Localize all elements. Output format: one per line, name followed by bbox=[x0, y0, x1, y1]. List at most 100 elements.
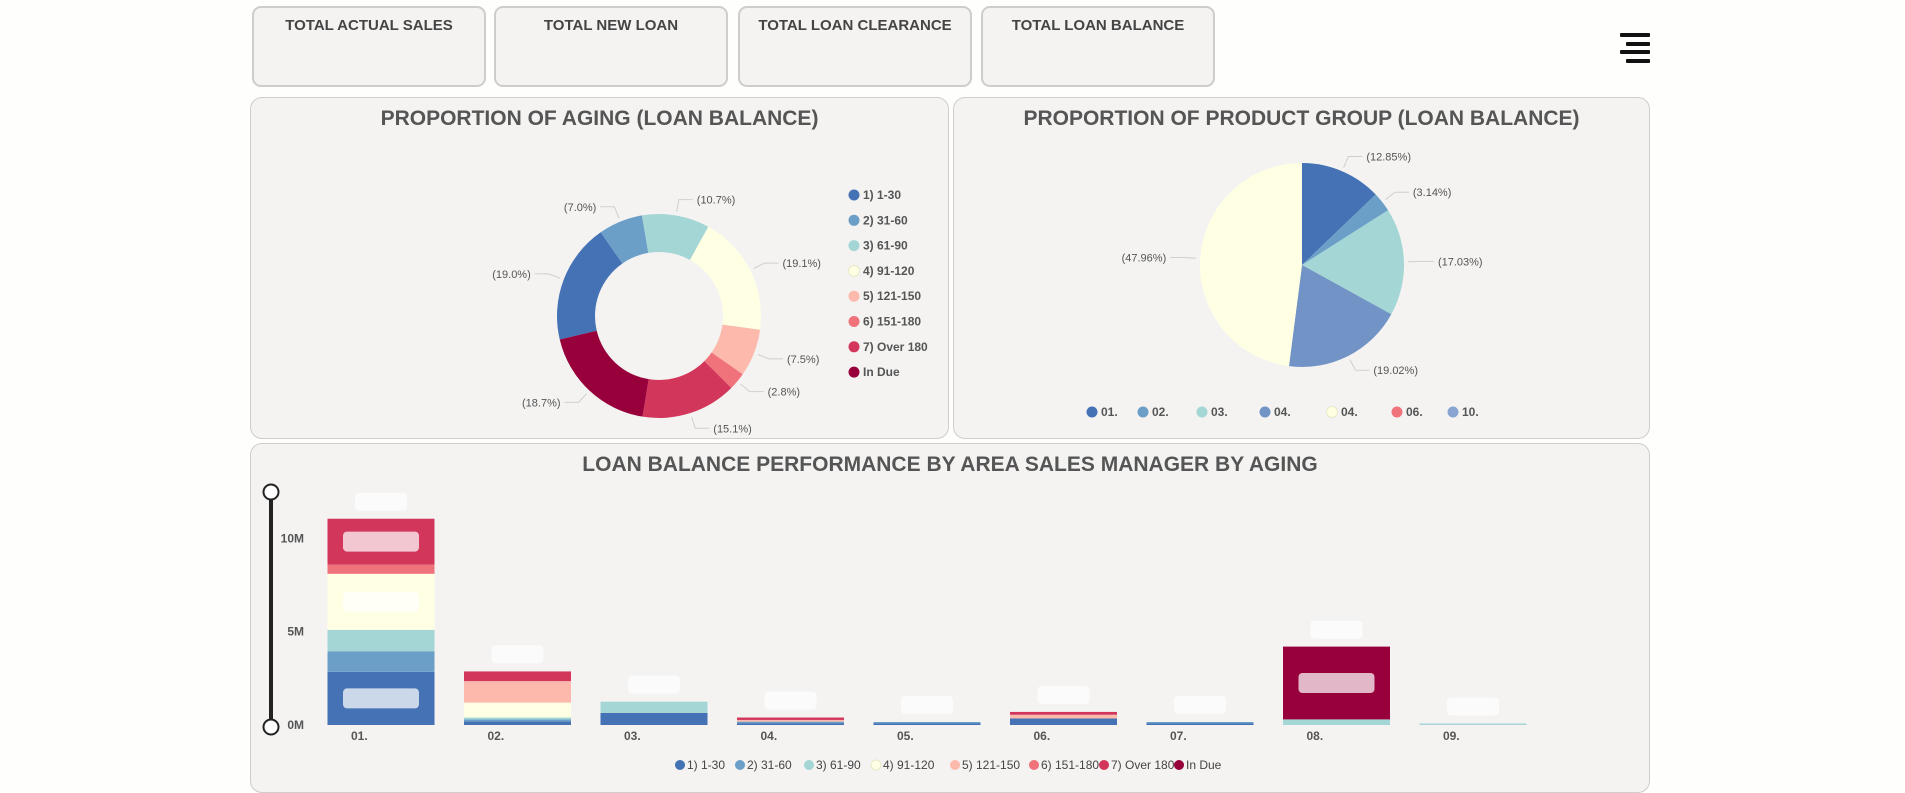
slice-in-due[interactable] bbox=[560, 331, 649, 417]
bar-segment-09-3-61-90[interactable] bbox=[1420, 724, 1527, 726]
legend-item-5-121-150[interactable]: 5) 121-150 bbox=[950, 758, 1020, 772]
menu-line bbox=[1620, 33, 1650, 37]
legend-item-06-5[interactable]: 06. bbox=[1392, 405, 1423, 419]
bar-segment-04-1-1-30[interactable] bbox=[737, 723, 844, 725]
total-label-box bbox=[1174, 696, 1226, 714]
legend-label: 01. bbox=[1101, 405, 1118, 419]
legend-item-1-1-30[interactable]: 1) 1-30 bbox=[849, 188, 902, 202]
leader-line bbox=[565, 394, 587, 403]
legend-label: 2) 31-60 bbox=[747, 758, 792, 772]
legend-label: 3) 61-90 bbox=[863, 239, 908, 253]
legend-swatch bbox=[950, 760, 960, 770]
slice-4-91-120[interactable] bbox=[690, 227, 761, 330]
total-label-box bbox=[355, 493, 407, 511]
legend-item-02-1[interactable]: 02. bbox=[1138, 405, 1169, 419]
legend-item-2-31-60[interactable]: 2) 31-60 bbox=[849, 213, 909, 227]
kpi-label: TOTAL LOAN BALANCE bbox=[983, 17, 1213, 34]
bar-segment-04-2-31-60[interactable] bbox=[737, 722, 844, 724]
data-label: (17.03%) bbox=[1438, 256, 1483, 268]
data-label: (7.0%) bbox=[564, 202, 596, 214]
range-slider-bottom-handle[interactable] bbox=[264, 720, 279, 735]
leader-line bbox=[754, 263, 779, 268]
legend-label: 04. bbox=[1274, 405, 1291, 419]
asm-aging-bar-panel: LOAN BALANCE PERFORMANCE BY AREA SALES M… bbox=[250, 443, 1650, 793]
bar-segment-06-7-over-180[interactable] bbox=[1010, 712, 1117, 715]
legend-label: 3) 61-90 bbox=[816, 758, 861, 772]
legend-item-4-91-120[interactable]: 4) 91-120 bbox=[849, 264, 915, 278]
legend-item-03-2[interactable]: 03. bbox=[1197, 405, 1228, 419]
legend-swatch bbox=[871, 760, 881, 770]
legend-item-04-4[interactable]: 04. bbox=[1327, 405, 1358, 419]
bar-segment-02-3-61-90[interactable] bbox=[464, 718, 571, 720]
legend-item-5-121-150[interactable]: 5) 121-150 bbox=[849, 289, 922, 303]
kpi-label: TOTAL ACTUAL SALES bbox=[254, 17, 484, 34]
legend-item-3-61-90[interactable]: 3) 61-90 bbox=[804, 758, 861, 772]
legend-item-01-0[interactable]: 01. bbox=[1087, 405, 1118, 419]
legend-label: 10. bbox=[1462, 405, 1479, 419]
bar-segment-02-7-over-180[interactable] bbox=[464, 671, 571, 681]
data-label: (3.14%) bbox=[1413, 187, 1452, 199]
bar-segment-05-2-31-60[interactable] bbox=[874, 722, 981, 724]
total-label-box bbox=[765, 692, 817, 710]
range-slider-top-handle[interactable] bbox=[264, 485, 279, 500]
bar-segment-04-5-121-150[interactable] bbox=[737, 720, 844, 722]
legend-swatch bbox=[849, 240, 860, 251]
legend-item-6-151-180[interactable]: 6) 151-180 bbox=[1029, 758, 1099, 772]
menu-line bbox=[1620, 50, 1650, 54]
bar-segment-02-4-91-120[interactable] bbox=[464, 703, 571, 718]
legend-item-1-1-30[interactable]: 1) 1-30 bbox=[675, 758, 725, 772]
data-label: (15.1%) bbox=[713, 423, 752, 435]
bar-segment-07-2-31-60[interactable] bbox=[1147, 722, 1254, 724]
total-label-box bbox=[492, 645, 544, 663]
bar-segment-04-7-over-180[interactable] bbox=[737, 718, 844, 720]
legend-label: 06. bbox=[1406, 405, 1423, 419]
legend-item-10-6[interactable]: 10. bbox=[1448, 405, 1479, 419]
slice-04[interactable] bbox=[1200, 163, 1302, 366]
data-label: (18.7%) bbox=[522, 397, 561, 409]
bar-segment-03-3-61-90[interactable] bbox=[601, 702, 708, 713]
bar-segment-01-2-31-60[interactable] bbox=[328, 651, 435, 672]
bar-segment-06-5-121-150[interactable] bbox=[1010, 715, 1117, 719]
leader-line bbox=[535, 274, 560, 278]
data-label: (7.5%) bbox=[787, 354, 819, 366]
kpi-card-total-new-loan[interactable]: TOTAL NEW LOAN bbox=[494, 6, 728, 87]
bar-segment-07-1-1-30[interactable] bbox=[1147, 724, 1254, 726]
bar-segment-02-5-121-150[interactable] bbox=[464, 681, 571, 702]
bar-segment-01-6-151-180[interactable] bbox=[328, 564, 435, 573]
legend-item-in-due[interactable]: In Due bbox=[849, 365, 900, 379]
total-label-box bbox=[901, 696, 953, 714]
legend-item-2-31-60[interactable]: 2) 31-60 bbox=[735, 758, 792, 772]
bar-segment-02-2-31-60[interactable] bbox=[464, 719, 571, 721]
kpi-card-total-loan-balance[interactable]: TOTAL LOAN BALANCE bbox=[981, 6, 1215, 87]
leader-line bbox=[1350, 360, 1369, 371]
legend-item-in-due[interactable]: In Due bbox=[1174, 758, 1222, 772]
bar-segment-02-1-1-30[interactable] bbox=[464, 721, 571, 725]
hamburger-menu-icon[interactable] bbox=[1620, 33, 1650, 61]
bar-segment-08-3-61-90[interactable] bbox=[1283, 719, 1390, 725]
legend-item-7-over-180[interactable]: 7) Over 180 bbox=[1099, 758, 1175, 772]
bar-segment-06-1-1-30[interactable] bbox=[1010, 718, 1117, 725]
legend-label: 02. bbox=[1152, 405, 1169, 419]
kpi-card-total-actual-sales[interactable]: TOTAL ACTUAL SALES bbox=[252, 6, 486, 87]
legend-swatch bbox=[849, 316, 860, 327]
x-tick-label: 05. bbox=[897, 729, 914, 743]
x-tick-label: 07. bbox=[1170, 729, 1187, 743]
y-tick-label: 5M bbox=[287, 625, 304, 639]
kpi-label: TOTAL NEW LOAN bbox=[496, 17, 726, 34]
data-label-box bbox=[343, 532, 419, 552]
kpi-card-total-loan-clearance[interactable]: TOTAL LOAN CLEARANCE bbox=[738, 6, 972, 87]
leader-line bbox=[600, 207, 619, 218]
bar-segment-01-3-61-90[interactable] bbox=[328, 630, 435, 651]
legend-item-7-over-180[interactable]: 7) Over 180 bbox=[849, 340, 929, 354]
legend-item-6-151-180[interactable]: 6) 151-180 bbox=[849, 315, 922, 329]
bar-segment-05-1-1-30[interactable] bbox=[874, 724, 981, 726]
product-group-pie-chart: (12.85%)(3.14%)(17.03%)(19.02%)(47.96%)0… bbox=[954, 98, 1651, 440]
legend-item-4-91-120[interactable]: 4) 91-120 bbox=[871, 758, 935, 772]
legend-swatch bbox=[1327, 407, 1338, 418]
legend-label: 1) 1-30 bbox=[687, 758, 725, 772]
x-tick-label: 01. bbox=[351, 729, 368, 743]
bar-segment-03-1-1-30[interactable] bbox=[601, 713, 708, 725]
legend-item-04-3[interactable]: 04. bbox=[1260, 405, 1291, 419]
legend-item-3-61-90[interactable]: 3) 61-90 bbox=[849, 239, 909, 253]
